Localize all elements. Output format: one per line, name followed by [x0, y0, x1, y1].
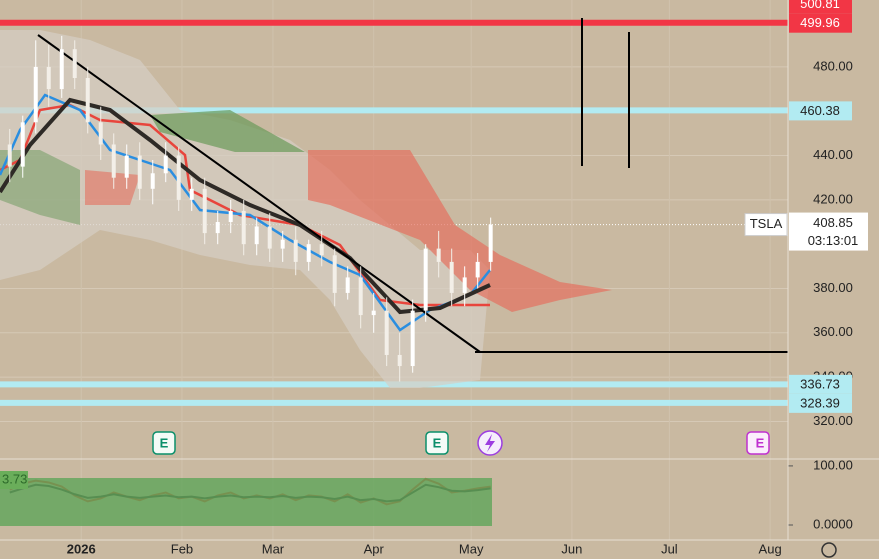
settings-button[interactable]: [821, 542, 837, 558]
level-label: 460.38: [800, 103, 840, 118]
candle-body: [228, 210, 233, 223]
y-tick-label: 320.00: [813, 413, 853, 428]
earnings-badge[interactable]: [425, 431, 449, 455]
indicator-zone: [0, 478, 492, 526]
candle-body: [293, 239, 298, 262]
x-tick-label: Mar: [262, 541, 285, 556]
earnings-badge-label: E: [433, 435, 442, 450]
candle-body: [462, 277, 467, 293]
candle-body: [124, 155, 129, 178]
candle-body: [345, 277, 350, 293]
level-label: 336.73: [800, 376, 840, 391]
countdown-label: 03:13:01: [808, 233, 859, 248]
x-tick-label: Jun: [561, 541, 582, 556]
candle-body: [111, 144, 116, 178]
level-tag: [789, 101, 852, 121]
candle-body: [436, 248, 441, 262]
event-icon-glyph: [485, 434, 495, 452]
candle-body: [488, 224, 493, 262]
candle-body: [423, 248, 428, 311]
indicator-value-label: 3.73: [2, 471, 27, 486]
cloud-green: [150, 110, 305, 152]
level-label: 328.39: [800, 395, 840, 410]
level-tag: [789, 13, 852, 33]
conversion-line: [0, 93, 491, 332]
earnings-badge-label: E: [160, 435, 169, 450]
moving-average: [0, 97, 491, 315]
level-tag: [789, 374, 852, 394]
level-tag: [789, 393, 852, 413]
level-label: 500.81: [800, 0, 840, 11]
candle-body: [176, 155, 181, 200]
indicator-value-box: [0, 471, 28, 489]
candle-body: [384, 310, 389, 355]
candle-body: [202, 188, 207, 234]
candle-body: [475, 261, 480, 278]
x-tick-label: Aug: [759, 541, 782, 556]
x-tick-label: 2026: [67, 541, 96, 556]
axes: 320.00340.00360.00380.00420.00440.00480.…: [67, 0, 868, 556]
x-tick-label: Feb: [171, 541, 193, 556]
price-label: 408.85: [813, 215, 853, 230]
earnings-badge-label: E: [756, 435, 765, 450]
candle-body: [59, 49, 64, 90]
y-tick-label: 420.00: [813, 191, 853, 206]
candle-body: [7, 144, 12, 167]
cloud-green: [0, 150, 80, 225]
level-label: 499.96: [800, 15, 840, 30]
y-tick-label: 380.00: [813, 280, 853, 295]
candle-body: [85, 77, 90, 123]
candle-body: [319, 244, 324, 256]
trend-line: [37, 34, 481, 353]
y-tick-label: 360.00: [813, 324, 853, 339]
candle-body: [241, 210, 246, 245]
y-tick-label: 480.00: [813, 58, 853, 73]
candle-body: [332, 255, 337, 293]
candle-body: [189, 188, 194, 200]
candle-body: [33, 66, 38, 123]
candle-body: [371, 310, 376, 316]
cloud-red: [308, 150, 612, 312]
candle-body: [358, 277, 363, 316]
candle-body: [306, 244, 311, 262]
symbol-tag: [744, 213, 788, 237]
candle-body: [46, 66, 51, 90]
price-tag: [789, 212, 868, 251]
candle-body: [20, 122, 25, 167]
candle-body: [449, 261, 454, 293]
candle-body: [215, 222, 220, 234]
candle-body: [98, 122, 103, 145]
y-tick-label: 100.00: [813, 457, 853, 472]
candle-body: [280, 239, 285, 249]
candle-body: [72, 49, 77, 78]
earnings-badge[interactable]: [746, 431, 770, 455]
level-tag: [789, 0, 852, 14]
candle-body: [163, 155, 168, 174]
candle-body: [267, 226, 272, 249]
earnings-badge[interactable]: [152, 431, 176, 455]
x-tick-label: Jul: [661, 541, 678, 556]
candle-body: [410, 310, 415, 367]
symbol-label: TSLA: [750, 216, 783, 231]
y-tick-label: 440.00: [813, 147, 853, 162]
events: E E E: [152, 430, 770, 456]
candle-body: [150, 173, 155, 189]
y-tick-label: 0.0000: [813, 516, 853, 531]
x-tick-label: Apr: [364, 541, 385, 556]
candle-body: [137, 155, 142, 189]
candle-body: [397, 354, 402, 367]
x-tick-label: May: [459, 541, 484, 556]
candle-body: [254, 226, 259, 245]
